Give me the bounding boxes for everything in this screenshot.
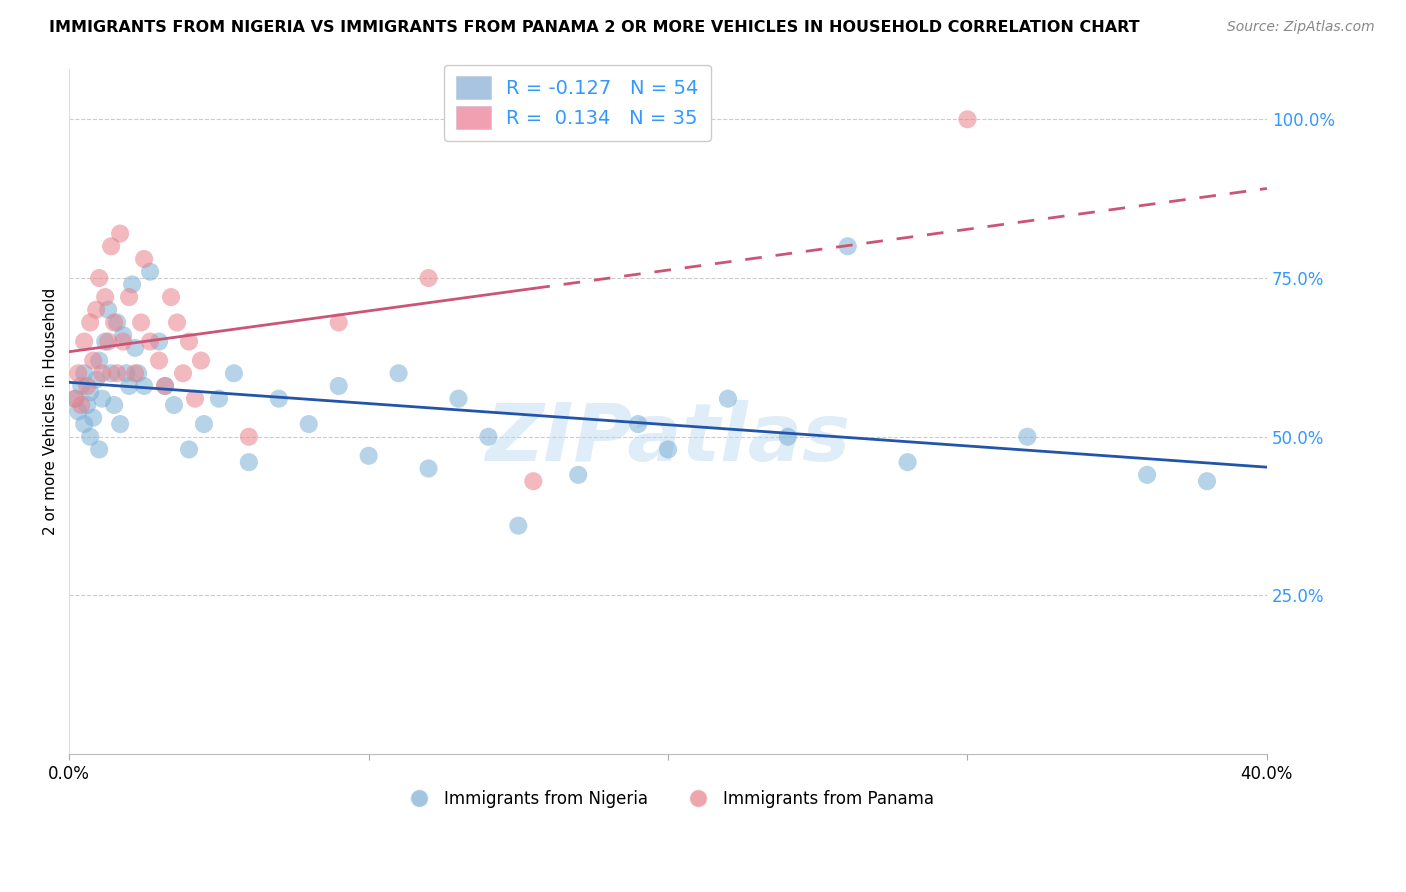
Point (163, 398, 186, 412)
Point (160, 290, 183, 304)
Point (132, 252, 155, 266)
Point (73, 417, 96, 431)
Point (108, 417, 131, 431)
Point (84, 302, 107, 317)
Point (129, 316, 152, 330)
Point (267, 392, 290, 406)
Point (238, 430, 260, 444)
Point (418, 461, 440, 475)
Point (238, 455, 260, 469)
Point (73, 366, 96, 380)
Point (89, 271, 111, 285)
Point (121, 277, 143, 292)
Point (897, 455, 920, 469)
Point (97, 334, 120, 349)
Point (112, 328, 135, 343)
Point (63, 392, 86, 406)
Point (132, 379, 155, 393)
Point (956, 112, 979, 127)
Point (103, 398, 125, 412)
Point (105, 316, 128, 330)
Point (172, 366, 194, 380)
Point (776, 430, 799, 444)
Point (1195, 474, 1218, 488)
Point (100, 239, 122, 253)
Point (67, 366, 90, 380)
Point (112, 334, 135, 349)
Text: Source: ZipAtlas.com: Source: ZipAtlas.com (1227, 20, 1375, 34)
Point (522, 474, 544, 488)
Point (657, 442, 679, 457)
Point (70, 379, 93, 393)
Point (91, 392, 114, 406)
Text: ZIPatlas: ZIPatlas (485, 400, 851, 478)
Point (63, 392, 86, 406)
Point (91, 366, 114, 380)
Point (118, 290, 141, 304)
Point (127, 366, 149, 380)
Point (94, 290, 117, 304)
Point (148, 334, 170, 349)
Point (97, 302, 120, 317)
Point (328, 316, 350, 330)
Point (148, 353, 170, 368)
Point (70, 398, 93, 412)
Point (124, 366, 146, 380)
Point (108, 227, 131, 241)
Point (73, 334, 96, 349)
Point (166, 316, 188, 330)
Point (190, 353, 212, 368)
Point (103, 316, 125, 330)
Point (717, 392, 740, 406)
Point (79, 385, 101, 400)
Point (153, 379, 176, 393)
Point (418, 271, 440, 285)
Point (298, 417, 321, 431)
Y-axis label: 2 or more Vehicles in Household: 2 or more Vehicles in Household (44, 288, 58, 535)
Point (567, 467, 589, 482)
Point (94, 334, 117, 349)
Point (1136, 467, 1159, 482)
Point (837, 239, 859, 253)
Point (177, 334, 200, 349)
Point (89, 353, 111, 368)
Point (139, 265, 162, 279)
Point (447, 392, 470, 406)
Point (1017, 430, 1039, 444)
Point (82, 410, 104, 425)
Point (208, 392, 231, 406)
Point (184, 392, 207, 406)
Point (627, 417, 650, 431)
Point (105, 366, 128, 380)
Point (89, 442, 111, 457)
Point (387, 366, 409, 380)
Point (193, 417, 215, 431)
Point (76, 379, 98, 393)
Point (124, 341, 146, 355)
Point (357, 449, 380, 463)
Legend: Immigrants from Nigeria, Immigrants from Panama: Immigrants from Nigeria, Immigrants from… (395, 783, 941, 814)
Point (79, 430, 101, 444)
Point (82, 353, 104, 368)
Point (100, 366, 122, 380)
Point (76, 398, 98, 412)
Point (153, 379, 176, 393)
Point (139, 334, 162, 349)
Point (477, 430, 499, 444)
Point (115, 366, 138, 380)
Point (177, 442, 200, 457)
Point (118, 379, 141, 393)
Point (79, 316, 101, 330)
Point (328, 379, 350, 393)
Point (222, 366, 245, 380)
Text: IMMIGRANTS FROM NIGERIA VS IMMIGRANTS FROM PANAMA 2 OR MORE VEHICLES IN HOUSEHOL: IMMIGRANTS FROM NIGERIA VS IMMIGRANTS FR… (49, 20, 1140, 35)
Point (84, 373, 107, 387)
Point (67, 404, 90, 418)
Point (508, 518, 530, 533)
